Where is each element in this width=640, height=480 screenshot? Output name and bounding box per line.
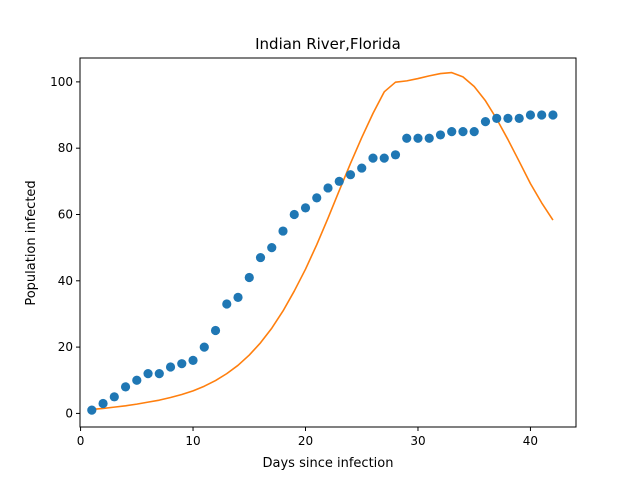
x-tick-label-2: 20 bbox=[298, 434, 313, 448]
data-point-0-2 bbox=[109, 392, 119, 402]
data-point-0-24 bbox=[357, 163, 367, 173]
data-point-0-15 bbox=[255, 252, 266, 263]
plot-area bbox=[87, 71, 558, 415]
y-tick-label-2: 40 bbox=[58, 274, 73, 288]
data-point-0-36 bbox=[492, 113, 502, 123]
y-tick-label-5: 100 bbox=[50, 75, 73, 89]
axes: 0 10 20 30 40 0 20 40 60 80 100 bbox=[50, 57, 577, 448]
data-point-0-22 bbox=[334, 176, 344, 186]
x-tick-label-0: 0 bbox=[77, 434, 85, 448]
y-tick-label-4: 80 bbox=[58, 141, 73, 155]
data-point-0-23 bbox=[345, 170, 356, 180]
data-point-0-38 bbox=[514, 113, 524, 123]
data-point-0-20 bbox=[312, 193, 322, 203]
data-point-0-31 bbox=[435, 130, 446, 140]
data-point-0-35 bbox=[480, 117, 491, 127]
data-point-0-27 bbox=[390, 150, 401, 160]
y-tick-label-3: 60 bbox=[58, 207, 73, 221]
data-point-0-28 bbox=[402, 133, 412, 143]
axes-frame bbox=[79, 57, 577, 428]
y-axis-label: Population infected bbox=[24, 180, 39, 305]
data-point-0-17 bbox=[278, 226, 288, 236]
data-point-0-10 bbox=[199, 342, 209, 352]
data-point-0-33 bbox=[458, 127, 468, 137]
data-point-0-32 bbox=[447, 127, 457, 137]
data-point-0-3 bbox=[120, 382, 131, 392]
x-tick-label-1: 10 bbox=[185, 434, 200, 448]
data-point-0-8 bbox=[177, 359, 187, 369]
data-point-0-14 bbox=[244, 272, 254, 283]
data-point-0-7 bbox=[165, 362, 176, 372]
data-point-0-1 bbox=[98, 398, 108, 409]
data-point-0-37 bbox=[503, 113, 513, 123]
y-tick-label-0: 0 bbox=[65, 406, 73, 420]
data-point-0-9 bbox=[188, 355, 198, 365]
data-point-0-30 bbox=[424, 133, 434, 143]
data-point-0-21 bbox=[323, 183, 333, 193]
x-axis-label: Days since infection bbox=[263, 456, 394, 471]
data-point-0-12 bbox=[222, 299, 232, 309]
chart-title: Indian River,Florida bbox=[255, 35, 401, 53]
data-point-0-25 bbox=[368, 153, 378, 163]
data-point-0-13 bbox=[233, 292, 243, 302]
data-point-0-4 bbox=[132, 375, 142, 385]
x-tick-label-4: 40 bbox=[523, 434, 538, 448]
data-point-0-41 bbox=[548, 110, 558, 120]
data-point-0-18 bbox=[289, 209, 299, 220]
data-point-0-19 bbox=[300, 203, 311, 213]
data-point-0-6 bbox=[154, 369, 164, 379]
series-line-1 bbox=[91, 71, 554, 411]
y-tick-label-1: 20 bbox=[58, 340, 73, 354]
data-point-0-11 bbox=[210, 325, 221, 336]
data-point-0-29 bbox=[413, 133, 423, 143]
data-point-0-26 bbox=[379, 153, 389, 163]
data-point-0-40 bbox=[537, 110, 547, 120]
data-point-0-5 bbox=[143, 369, 153, 379]
data-point-0-0 bbox=[87, 405, 97, 415]
data-point-0-39 bbox=[525, 110, 536, 120]
x-tick-label-3: 30 bbox=[410, 434, 425, 448]
data-point-0-16 bbox=[267, 243, 277, 253]
data-point-0-34 bbox=[469, 127, 479, 137]
